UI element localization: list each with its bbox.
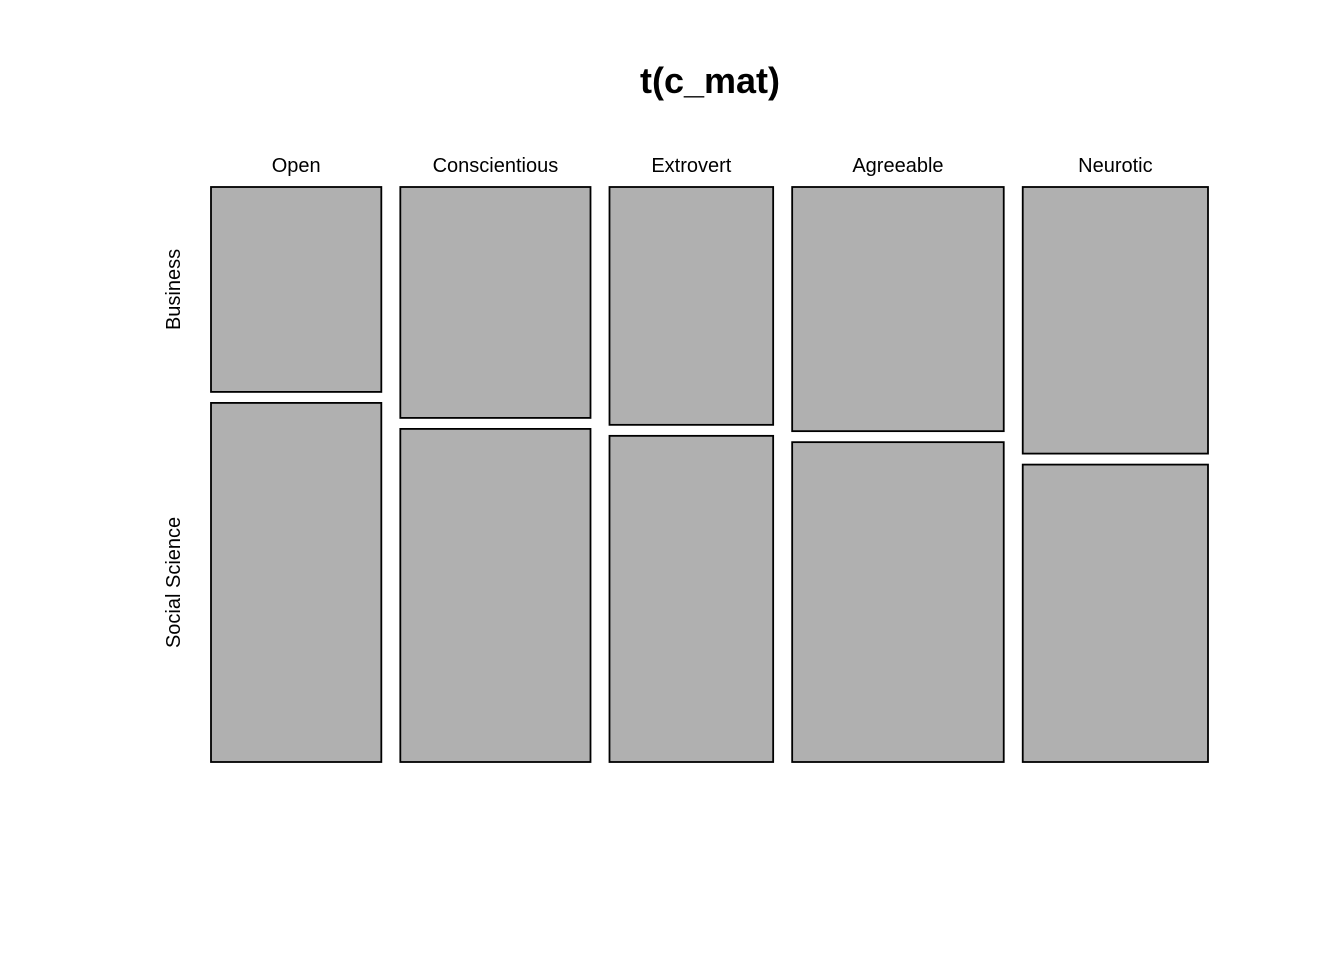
column-label-open: Open [272, 155, 321, 177]
tile-open-business [210, 186, 383, 393]
column-label-neurotic: Neurotic [1078, 155, 1152, 177]
tile-agreeable-business [791, 186, 1005, 433]
tile-extrovert-business [608, 186, 775, 426]
column-label-extrovert: Extrovert [651, 155, 731, 177]
tile-extrovert-social-science [608, 434, 775, 763]
row-labels: Business Social Science [163, 249, 185, 648]
column-label-agreeable: Agreeable [852, 155, 943, 177]
tile-agreeable-social-science [791, 441, 1005, 763]
mosaic-tiles [210, 186, 1209, 763]
tile-neurotic-social-science [1021, 463, 1209, 763]
tile-conscientious-social-science [399, 428, 592, 763]
tile-neurotic-business [1021, 186, 1209, 455]
tile-open-social-science [210, 402, 383, 763]
row-label-business: Business [163, 249, 185, 330]
column-labels: Open Conscientious Extrovert Agreeable Neuro… [272, 155, 1153, 177]
column-label-conscientious: Conscientious [433, 155, 559, 177]
row-label-social-science: Social Science [163, 517, 185, 648]
tile-conscientious-business [399, 186, 592, 419]
chart-title: t(c_mat) [640, 60, 780, 101]
